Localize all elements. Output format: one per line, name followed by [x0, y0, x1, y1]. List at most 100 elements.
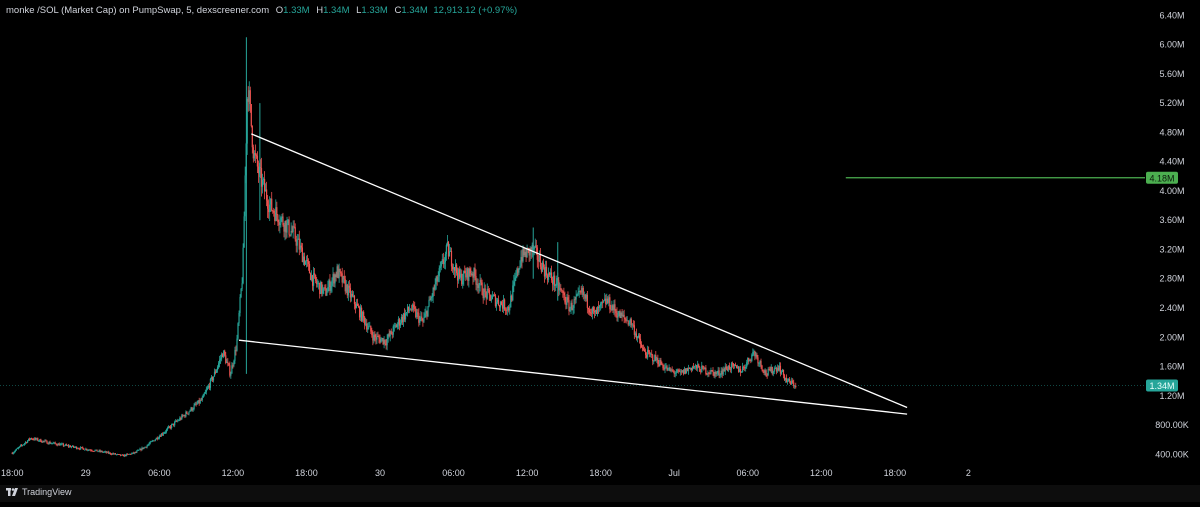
candle-body — [157, 438, 159, 440]
tradingview-logo-icon — [6, 488, 18, 496]
candle-body — [508, 306, 510, 311]
candle-body — [337, 266, 339, 279]
x-tick-label: 2 — [966, 468, 971, 478]
candle-body — [507, 306, 509, 311]
candle-body — [274, 212, 276, 221]
candle-body — [493, 295, 496, 296]
candle-body — [577, 292, 579, 295]
candle-body — [338, 268, 340, 279]
candle-body — [326, 292, 328, 296]
candle-body — [200, 399, 202, 401]
candle-body — [226, 361, 228, 363]
candle-body — [129, 453, 131, 455]
candle-body — [457, 273, 459, 281]
candle-body — [731, 363, 734, 365]
candle-body — [658, 363, 660, 367]
candle-body — [668, 367, 670, 369]
candle-body — [177, 420, 179, 422]
candle-body — [114, 453, 117, 455]
candle-body — [369, 325, 371, 327]
candle-body — [669, 367, 671, 371]
tradingview-branding[interactable]: TradingView — [6, 487, 72, 497]
candle-body — [693, 366, 695, 368]
candle-body — [619, 311, 621, 319]
candle-body — [63, 445, 65, 447]
candle-body — [80, 447, 82, 450]
candle-body — [785, 377, 788, 382]
candle-body — [467, 268, 469, 281]
candle-body — [589, 312, 592, 314]
candle-body — [791, 380, 793, 385]
candle-body — [450, 251, 453, 267]
candle-body — [782, 369, 785, 376]
candle-body — [774, 367, 776, 369]
x-tick-label: 18:00 — [884, 468, 907, 478]
candle-body — [204, 391, 206, 394]
candle-body — [95, 449, 97, 451]
candle-body — [143, 447, 145, 449]
candle-body — [490, 299, 492, 301]
candle-body — [642, 348, 645, 350]
candle-body — [58, 443, 60, 446]
candle-body — [227, 361, 229, 364]
candle-body — [534, 245, 536, 247]
candle-body — [756, 354, 758, 358]
candle-body — [113, 453, 116, 455]
candle-body — [492, 295, 494, 296]
candle-body — [37, 438, 39, 441]
candle-body — [625, 319, 627, 321]
y-tick-label: 400.00K — [1155, 449, 1189, 459]
candle-body — [795, 385, 797, 388]
candle-body — [358, 307, 361, 318]
candle-body — [69, 445, 72, 448]
candle-body — [370, 325, 372, 332]
candle-body — [694, 366, 696, 368]
candle-body — [303, 256, 306, 265]
candle-body — [411, 309, 413, 311]
x-tick-label: 18:00 — [295, 468, 318, 478]
candle-body — [438, 268, 440, 277]
candle-body — [554, 275, 556, 287]
candle-body — [506, 309, 508, 311]
candle-body — [286, 222, 288, 233]
candle-body — [74, 446, 77, 448]
y-tick-label: 3.20M — [1159, 244, 1184, 254]
candle-body — [435, 276, 437, 285]
x-tick-label: 18:00 — [1, 468, 24, 478]
candle-body — [92, 450, 94, 452]
candle-body — [604, 298, 606, 301]
candle-body — [676, 369, 678, 373]
candle-body — [207, 385, 209, 388]
candle-body — [500, 301, 503, 305]
candle-body — [220, 358, 222, 360]
candle-body — [383, 339, 385, 345]
candle-body — [568, 299, 570, 312]
candle-body — [448, 251, 451, 257]
candle-body — [620, 312, 622, 319]
candle-body — [633, 325, 635, 335]
x-tick-label: 29 — [81, 468, 91, 478]
candle-body — [198, 400, 200, 404]
chart-legend: monke /SOL (Market Cap) on PumpSwap, 5, … — [6, 5, 517, 16]
candle-body — [539, 255, 541, 267]
candle-body — [12, 452, 14, 454]
candle-body — [652, 354, 654, 362]
candle-body — [759, 360, 761, 364]
candle-body — [78, 448, 80, 450]
candle-body — [623, 314, 625, 318]
candle-body — [73, 447, 76, 448]
candle-body — [68, 445, 71, 447]
candle-body — [18, 446, 21, 448]
last-price-tag: 1.34M — [1149, 381, 1174, 391]
candle-body — [775, 367, 777, 372]
candle-body — [476, 283, 478, 285]
candle-body — [580, 291, 582, 293]
candle-body — [210, 377, 213, 380]
candle-body — [440, 262, 442, 267]
candle-body — [655, 355, 657, 361]
candle-body — [436, 276, 438, 282]
candle-body — [663, 368, 665, 370]
candle-body — [272, 210, 274, 212]
